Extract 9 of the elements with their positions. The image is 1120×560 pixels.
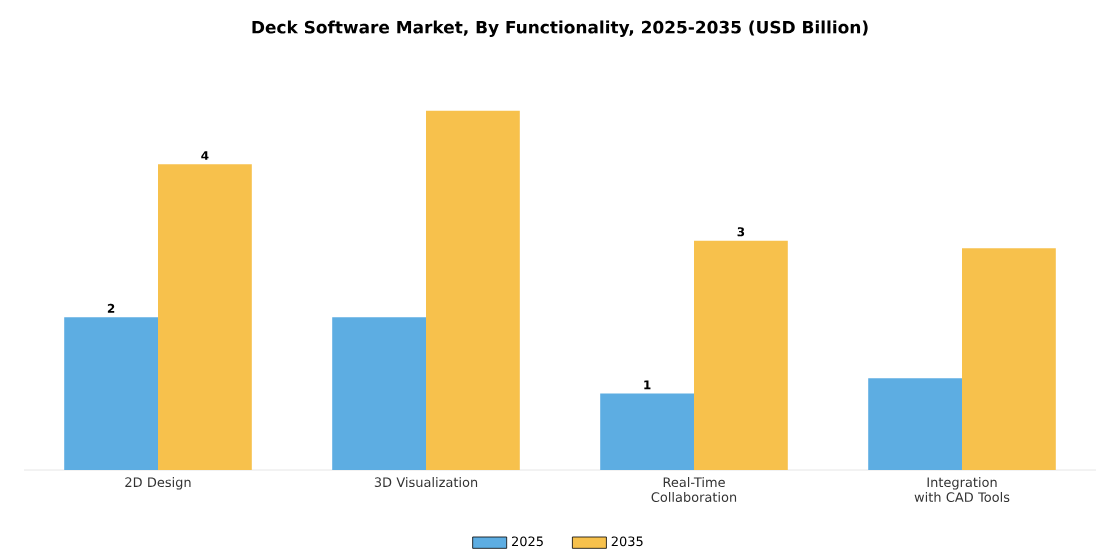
bar [600,393,695,470]
bar [158,164,252,470]
chart-title: Deck Software Market, By Functionality, 2025-2035 (USD Billion) [252,20,868,37]
bar [868,378,963,470]
bar [694,240,788,470]
bar [64,317,158,470]
bar [426,110,520,470]
bar [332,317,426,470]
bar [962,248,1056,470]
